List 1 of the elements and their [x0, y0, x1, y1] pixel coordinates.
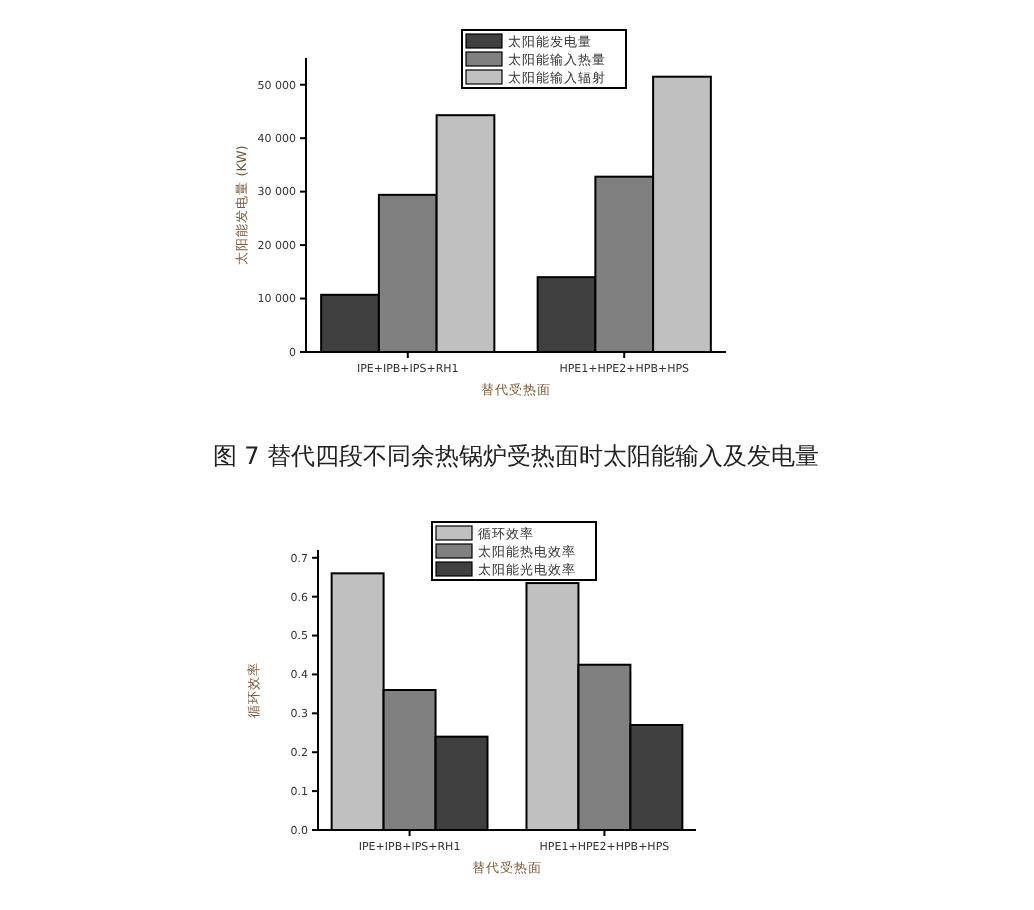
- caption: 图 7 替代四段不同余热锅炉受热面时太阳能输入及发电量: [212, 442, 820, 470]
